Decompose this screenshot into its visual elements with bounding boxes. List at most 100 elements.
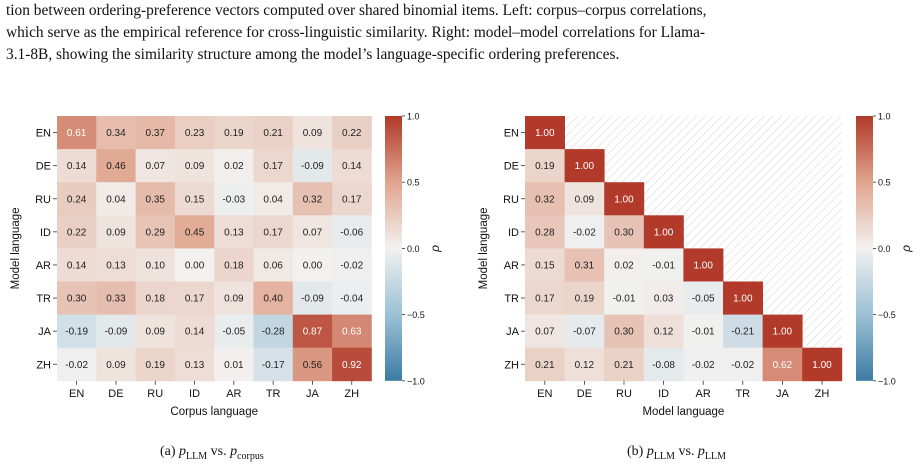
y-axis-label: Model language [478, 207, 490, 289]
cell-value-label: 0.92 [342, 360, 362, 371]
heatmap-cell [96, 347, 136, 382]
heatmap-panel-a: 0.61 0.34 0.37 0.23 0.19 0.21 0.09 0.22 0.14 0.46… [10, 112, 442, 418]
cell-value-label: 1.00 [773, 327, 793, 338]
x-tick-label: ZH [815, 388, 830, 400]
heatmap-cell [525, 215, 565, 249]
heatmap-cell [525, 248, 565, 282]
y-tick-label: RU [35, 194, 51, 206]
x-tick-label: ID [658, 388, 669, 400]
heatmap-cell [96, 149, 136, 183]
cell-value-label: 0.09 [146, 327, 166, 338]
heatmap-cell [292, 281, 333, 315]
heatmap-panel-b: 1.00 0.19 1.00 0.32 0.09 1.00 0.28 -0.02 0.30 1.0… [478, 112, 913, 418]
cell-value-label: 0.04 [263, 194, 283, 205]
heatmap-cell [292, 149, 333, 183]
cell-value-label: 0.22 [342, 128, 362, 139]
heatmap-cell [214, 248, 254, 282]
heatmap-cell [683, 347, 724, 382]
heatmap-cell [643, 281, 684, 315]
heatmap-cell [525, 347, 565, 382]
heatmap-cell [332, 149, 372, 183]
colorbar-tick-label: −0.5 [407, 310, 425, 320]
subcaption-prefix: (b) [627, 444, 647, 459]
subcaption-vs: vs. [674, 444, 698, 459]
heatmap-cell [604, 182, 645, 216]
x-tick-label: EN [69, 388, 84, 400]
heatmap-cell [57, 248, 97, 282]
y-tick-label: DE [36, 161, 51, 173]
heatmap-cell [525, 149, 565, 183]
heatmap-cell [135, 215, 176, 249]
cell-value-label: -0.28 [262, 327, 285, 338]
cell-value-label: 0.17 [185, 294, 205, 305]
cell-value-label: -0.05 [692, 294, 715, 305]
cell-value-label: -0.08 [652, 360, 675, 371]
heatmap-cell [174, 314, 215, 349]
cell-value-label: 0.02 [224, 161, 244, 172]
cell-value-label: 0.40 [263, 294, 283, 305]
heatmap-cell [96, 314, 136, 349]
subcaption-subscript: corpus [237, 450, 264, 462]
heatmap-cell [723, 347, 763, 382]
cell-value-label: 0.09 [224, 294, 244, 305]
heatmap-cell [564, 182, 605, 216]
cell-value-label: 0.21 [263, 128, 283, 139]
cell-value-label: 0.61 [67, 128, 87, 139]
cell-value-label: -0.03 [222, 194, 245, 205]
cell-value-label: 0.34 [106, 128, 126, 139]
heatmap-cell [802, 347, 843, 382]
cell-value-label: 0.32 [303, 194, 323, 205]
subcaption-b: (b) pLLM vs. pLLM [627, 444, 726, 462]
cell-value-label: 0.29 [146, 227, 166, 238]
colorbar-label: ρ [899, 245, 913, 253]
heatmap-cell [57, 182, 97, 216]
cell-value-label: -0.07 [573, 327, 596, 338]
heatmap-cell [174, 215, 215, 249]
heatmap-cell [332, 248, 372, 282]
cell-value-label: 0.14 [342, 161, 362, 172]
heatmap-cell [332, 182, 372, 216]
cell-value-label: 1.00 [733, 294, 753, 305]
cell-value-label: 0.00 [185, 260, 205, 271]
heatmap-cell [564, 347, 605, 382]
colorbar-tick-label: 0.5 [878, 178, 891, 188]
heatmap-cell [214, 182, 254, 216]
cell-value-label: -0.09 [105, 327, 128, 338]
caption-line: 3.1-8B, showing the similarity structure… [6, 46, 620, 63]
heatmap-cell [214, 347, 254, 382]
heatmap-cell [332, 281, 372, 315]
cell-value-label: 0.17 [342, 194, 362, 205]
cell-value-label: 0.09 [303, 128, 323, 139]
x-tick-label: ID [189, 388, 200, 400]
cell-value-label: 0.35 [146, 194, 166, 205]
cell-value-label: 0.15 [185, 194, 205, 205]
heatmap-cell [292, 182, 333, 216]
x-tick-label: RU [147, 388, 163, 400]
cell-value-label: 0.09 [106, 227, 126, 238]
cell-value-label: -0.01 [652, 260, 675, 271]
cell-value-label: 0.07 [146, 161, 166, 172]
cell-value-label: 0.06 [263, 260, 283, 271]
cell-value-label: 0.24 [67, 194, 87, 205]
heatmap-cell [96, 116, 136, 150]
cell-value-label: 0.32 [535, 194, 555, 205]
y-tick-label: JA [506, 326, 520, 338]
cell-value-label: 0.30 [67, 294, 87, 305]
cell-value-label: 0.01 [224, 360, 244, 371]
figure-caption: tion between ordering-preference vectors… [6, 0, 918, 66]
subcaption-symbol: p [646, 444, 654, 459]
cell-value-label: -0.02 [573, 227, 596, 238]
cell-value-label: 0.07 [303, 227, 323, 238]
cell-value-label: -0.02 [340, 260, 363, 271]
y-tick-label: TR [36, 293, 51, 305]
x-axis-label: Model language [642, 406, 724, 418]
cell-value-label: 0.87 [303, 327, 323, 338]
heatmap-cell [57, 116, 97, 150]
cell-value-label: -0.04 [340, 294, 363, 305]
subcaption-a: (a) pLLM vs. pcorpus [160, 444, 264, 462]
x-tick-label: JA [776, 388, 790, 400]
subcaption-subscript: LLM [186, 450, 208, 462]
cell-value-label: -0.01 [692, 327, 715, 338]
cell-value-label: 0.15 [535, 260, 555, 271]
cell-value-label: 0.00 [303, 260, 323, 271]
